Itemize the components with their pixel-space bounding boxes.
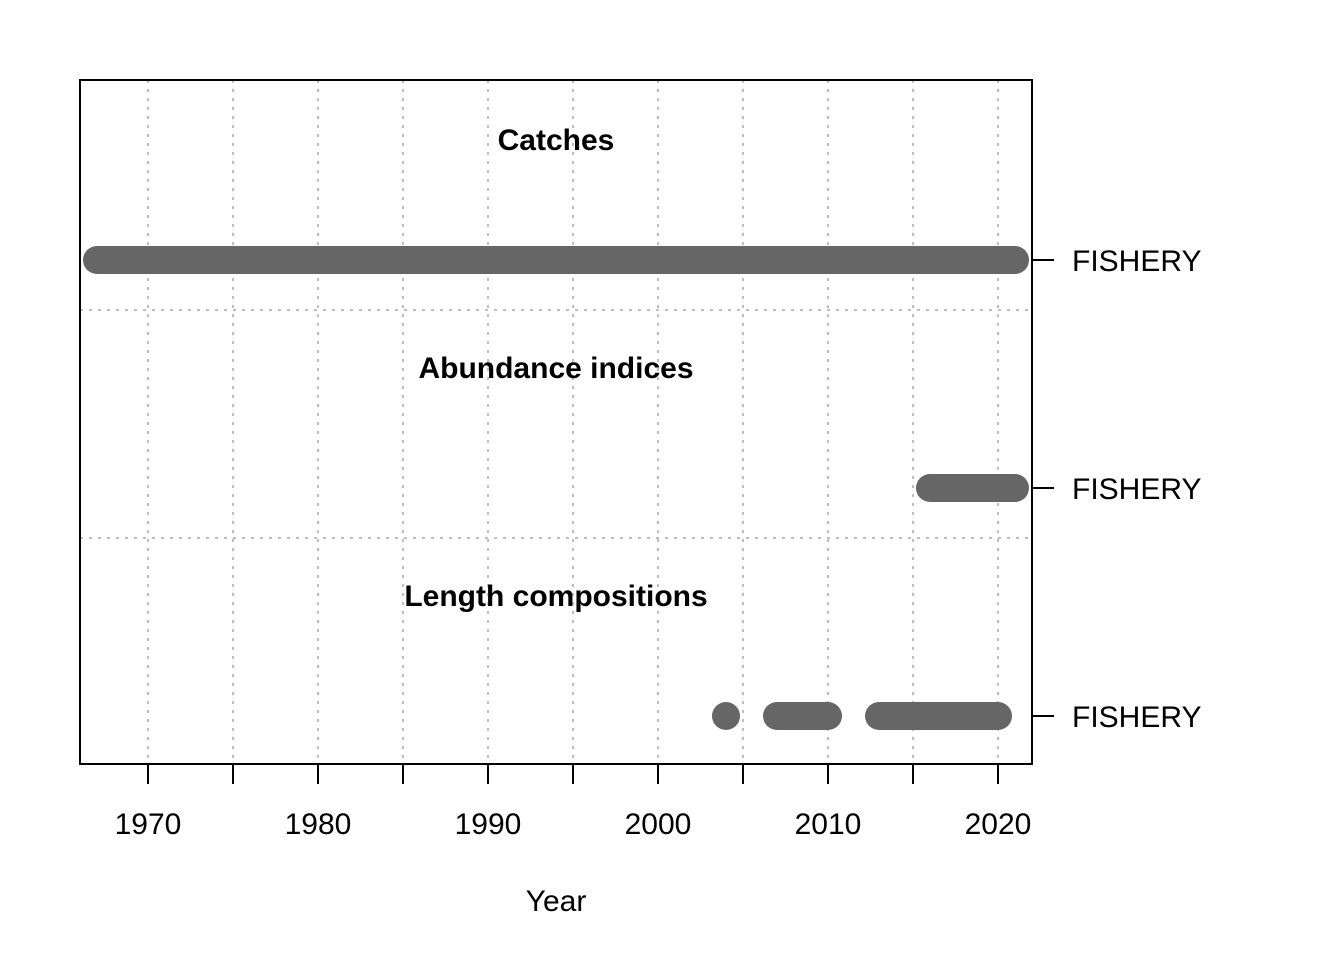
x-tick-label-2020: 2020 bbox=[965, 808, 1032, 841]
x-axis: 1970 1980 1990 2000 2010 2020 bbox=[115, 764, 1032, 841]
panel-titles: Catches Abundance indices Length compositi… bbox=[404, 124, 707, 613]
right-axis: FISHERY FISHERY FISHERY bbox=[1032, 245, 1201, 734]
panel-title-0: Catches bbox=[498, 124, 615, 157]
panel-title-1: Abundance indices bbox=[418, 352, 693, 385]
fleet-label-2: FISHERY bbox=[1072, 701, 1201, 734]
x-tick-label-2010: 2010 bbox=[795, 808, 862, 841]
x-axis-title: Year bbox=[526, 885, 587, 918]
grid-layer bbox=[80, 80, 1032, 764]
panel-title-2: Length compositions bbox=[404, 580, 707, 613]
plot-frame bbox=[79, 79, 1033, 765]
x-tick-label-1970: 1970 bbox=[115, 808, 182, 841]
fleet-label-1: FISHERY bbox=[1072, 473, 1201, 506]
x-tick-label-2000: 2000 bbox=[625, 808, 692, 841]
x-tick-label-1980: 1980 bbox=[285, 808, 352, 841]
fleet-label-0: FISHERY bbox=[1072, 245, 1201, 278]
bars-layer bbox=[83, 246, 1029, 730]
x-tick-label-1990: 1990 bbox=[455, 808, 522, 841]
